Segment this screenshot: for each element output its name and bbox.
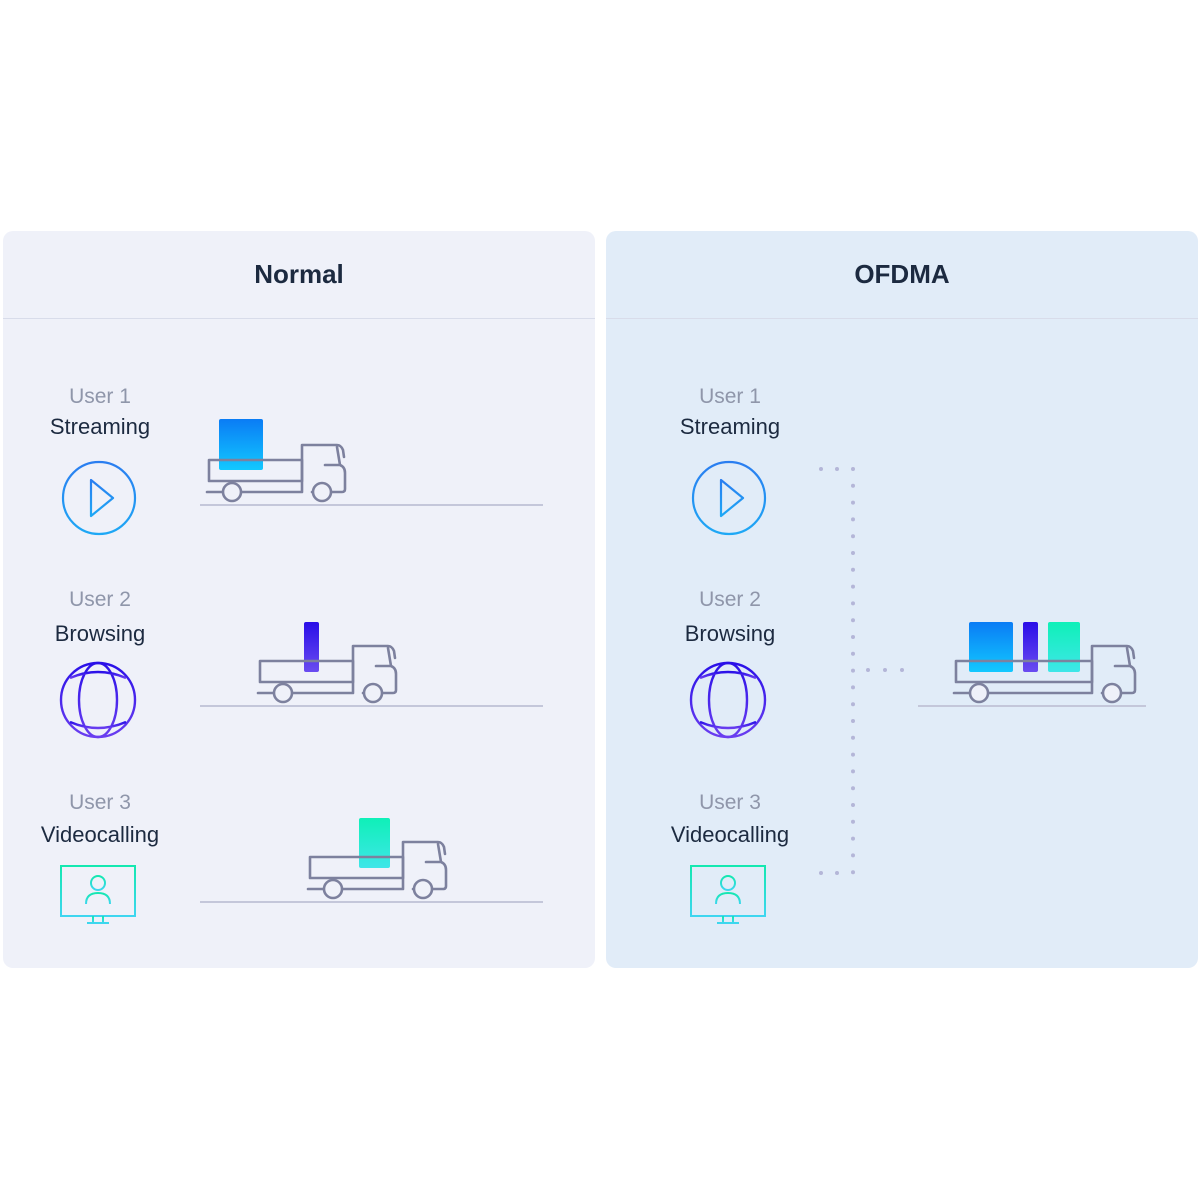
play-icon: [61, 460, 137, 536]
panel-title: Normal: [3, 231, 595, 319]
user-task: Streaming: [49, 414, 151, 439]
user-task: Browsing: [54, 621, 146, 646]
panel-title: OFDMA: [606, 231, 1198, 319]
play-icon: [691, 460, 767, 536]
data-packet: [1023, 622, 1038, 672]
connector-dot: [851, 601, 855, 606]
user-label: User 2 Browsing: [0, 585, 200, 649]
connector-dot: [851, 702, 855, 707]
monitor-user-icon: [690, 865, 766, 924]
connector-dot: [851, 853, 855, 858]
connector-dot: [851, 668, 855, 673]
data-packet: [304, 622, 319, 672]
monitor-user-icon: [60, 865, 136, 924]
data-packet: [969, 622, 1013, 672]
user-label: User 3 Videocalling: [0, 788, 200, 850]
connector-dot: [835, 467, 839, 471]
user-label: User 1 Streaming: [630, 382, 830, 442]
connector-dot: [851, 752, 855, 757]
connector-dot: [851, 483, 855, 488]
connector-dot: [851, 786, 855, 791]
user-name: User 2: [69, 588, 131, 611]
data-packet: [359, 818, 390, 868]
connector-dot: [851, 584, 855, 589]
connector-dot: [851, 517, 855, 522]
connector-dot: [851, 467, 855, 471]
connector-dot: [900, 668, 904, 672]
data-packet: [219, 419, 263, 470]
user-name: User 1: [69, 385, 131, 408]
user-label: User 3 Videocalling: [630, 788, 830, 850]
truck-icon: [256, 644, 398, 704]
connector-dot: [835, 871, 839, 875]
truck-icon: [952, 644, 1137, 704]
connector-dot: [819, 871, 823, 875]
connector-dot: [851, 551, 855, 555]
globe-icon: [59, 661, 137, 739]
data-packet: [1048, 622, 1080, 672]
connector-dot: [851, 567, 855, 572]
connector-dot: [851, 819, 855, 824]
truck-icon: [306, 840, 448, 900]
connector-dot: [851, 769, 855, 774]
globe-icon: [689, 661, 767, 739]
user-name: User 3: [69, 791, 131, 814]
user-task: Videocalling: [670, 822, 790, 847]
connector-dot: [851, 719, 855, 723]
connector-dot: [851, 635, 855, 639]
user-name: User 1: [699, 385, 761, 408]
connector-dot: [866, 668, 870, 672]
connector-dot: [819, 467, 823, 471]
connector-dot: [851, 534, 855, 539]
connector-dot: [851, 870, 855, 875]
user-label: User 2 Browsing: [630, 585, 830, 649]
user-name: User 3: [699, 791, 761, 814]
truck-icon: [205, 443, 347, 503]
connector-dot: [851, 651, 855, 656]
connector-dot: [851, 618, 855, 623]
connector-dot: [851, 685, 855, 690]
user-task: Streaming: [679, 414, 781, 439]
connector-dot: [851, 500, 855, 505]
user-label: User 1 Streaming: [0, 382, 200, 442]
connector-dot: [883, 668, 887, 672]
user-task: Browsing: [684, 621, 776, 646]
connector-dot: [851, 803, 855, 807]
user-task: Videocalling: [40, 822, 160, 847]
ofdma-panel: OFDMA: [606, 231, 1198, 968]
user-name: User 2: [699, 588, 761, 611]
connector-dot: [851, 836, 855, 841]
normal-panel: Normal: [3, 231, 595, 968]
connector-dot: [851, 735, 855, 740]
